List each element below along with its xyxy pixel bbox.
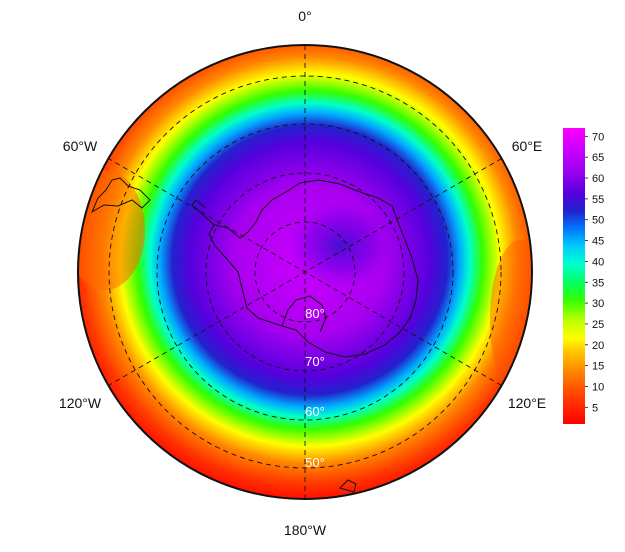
- latitude-circle-80: [254, 221, 356, 323]
- lon-label-120e: 120°E: [508, 395, 546, 411]
- map-boundary: [77, 44, 533, 500]
- colorbar-tick-label: 55: [592, 194, 604, 206]
- ross-ice-shelf-edge: [281, 295, 327, 333]
- colorbar-tick-label: 35: [592, 277, 604, 289]
- colorbar-tick-label: 40: [592, 256, 604, 268]
- lat-label-80: 80°: [305, 306, 325, 321]
- antarctic-peninsula: [191, 199, 215, 226]
- colorbar-tick-label: 50: [592, 215, 604, 227]
- lat-label-50: 50°: [305, 455, 325, 470]
- colorbar-tick-label: 10: [592, 381, 604, 393]
- lon-label-0: 0°: [298, 8, 311, 24]
- longitude-labels: 0° 60°E 120°E 180°W 120°W 60°W: [59, 8, 546, 538]
- colorbar-tick-label: 20: [592, 340, 604, 352]
- coastlines: [90, 177, 419, 493]
- meridian-120e-60w: [108, 158, 502, 386]
- colorbar-tick-label: 15: [592, 361, 604, 373]
- colorbar-tick-label: 45: [592, 236, 604, 248]
- lon-label-60e: 60°E: [512, 138, 543, 154]
- south-america-tip: [90, 177, 151, 214]
- lat-label-60: 60°: [305, 404, 325, 419]
- colorbar-ramp: [563, 128, 585, 424]
- colorbar-tick-label: 5: [592, 402, 598, 414]
- graticule: [108, 45, 502, 499]
- latitude-circle-60: [156, 123, 454, 421]
- colorbar-tick-label: 30: [592, 298, 604, 310]
- colorbar-tick-label: 60: [592, 173, 604, 185]
- latitude-labels: 80° 70° 60° 50°: [305, 306, 325, 470]
- lat-label-70: 70°: [305, 354, 325, 369]
- colorbar-tick-label: 25: [592, 319, 604, 331]
- lon-label-120w: 120°W: [59, 395, 102, 411]
- island-south: [339, 479, 357, 493]
- colorbar: 70 65 60 55 50 45 40 35 30 25 20 15 10 5: [563, 128, 604, 424]
- colorbar-tick-label: 70: [592, 131, 604, 143]
- colorbar-ticks: 70 65 60 55 50 45 40 35 30 25 20 15 10 5: [585, 131, 604, 414]
- lon-label-180w: 180°W: [284, 522, 327, 538]
- lon-label-60w: 60°W: [63, 138, 98, 154]
- data-field: [78, 45, 532, 499]
- colorbar-tick-label: 65: [592, 152, 604, 164]
- antarctica-coastline: [208, 179, 419, 358]
